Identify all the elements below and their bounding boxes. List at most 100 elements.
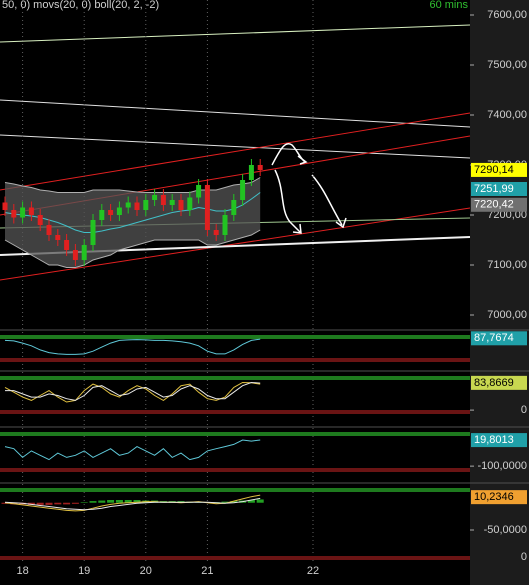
y-tick-label: 0 bbox=[521, 404, 527, 416]
histogram-bar bbox=[71, 502, 79, 504]
trend-line bbox=[0, 134, 471, 159]
bollinger-upper bbox=[4, 177, 261, 193]
zone-upper bbox=[0, 335, 470, 339]
price-marker-label: 7290,14 bbox=[474, 164, 514, 176]
histogram-bar bbox=[247, 500, 255, 503]
price-marker bbox=[471, 490, 527, 505]
zone-upper bbox=[0, 432, 470, 436]
indicator-header: 50, 0) movs(20, 0) boll(20, 2, -2) bbox=[2, 0, 159, 11]
x-tick-label: 19 bbox=[78, 565, 90, 577]
candle-body bbox=[99, 210, 105, 220]
price-marker bbox=[471, 433, 527, 448]
candle-body bbox=[204, 185, 210, 230]
candle-body bbox=[46, 225, 52, 235]
arrow bbox=[271, 143, 308, 166]
y-tick-label: 7200,00 bbox=[487, 209, 527, 221]
zone-lower bbox=[0, 556, 470, 560]
price-marker bbox=[471, 331, 527, 346]
y-tick-label: 7600,00 bbox=[487, 9, 527, 21]
histogram-bar bbox=[98, 500, 106, 503]
histogram-bar bbox=[256, 499, 264, 503]
price-marker bbox=[471, 375, 527, 390]
candle-body bbox=[11, 210, 17, 218]
zone-upper bbox=[0, 488, 470, 492]
zone-lower bbox=[0, 358, 470, 362]
histogram-bar bbox=[115, 500, 123, 503]
indicator-line bbox=[4, 494, 261, 512]
trend-line bbox=[0, 24, 471, 43]
indicator-line bbox=[4, 497, 261, 511]
y-tick-label: 7400,00 bbox=[487, 109, 527, 121]
x-tick-label: 20 bbox=[140, 565, 152, 577]
candle-body bbox=[248, 165, 254, 180]
indicator-line bbox=[4, 338, 261, 355]
price-marker-label: 19,8013 bbox=[474, 434, 514, 446]
candle-body bbox=[196, 185, 202, 198]
candle-body bbox=[37, 215, 43, 225]
histogram-bar bbox=[27, 502, 35, 505]
trend-line bbox=[0, 112, 471, 191]
candle-body bbox=[240, 180, 246, 200]
histogram-bar bbox=[124, 500, 132, 503]
price-marker-label: 87,7674 bbox=[474, 332, 514, 344]
histogram-bar bbox=[1, 502, 9, 504]
x-tick-label: 22 bbox=[307, 565, 319, 577]
price-marker-label: 10,2346 bbox=[474, 491, 514, 503]
histogram-bar bbox=[45, 502, 53, 505]
y-tick-label: 7100,00 bbox=[487, 259, 527, 271]
candle-body bbox=[2, 202, 8, 210]
histogram-bar bbox=[221, 501, 229, 503]
candle-body bbox=[55, 235, 61, 240]
candle-body bbox=[187, 197, 193, 210]
candle-body bbox=[116, 207, 122, 215]
candle-body bbox=[213, 230, 219, 235]
x-tick-label: 21 bbox=[201, 565, 213, 577]
moving-average bbox=[4, 192, 261, 233]
candle-body bbox=[90, 220, 96, 245]
axis-background bbox=[470, 0, 529, 585]
candle-body bbox=[81, 245, 87, 260]
indicator-line bbox=[4, 381, 261, 403]
candle-body bbox=[108, 210, 114, 215]
axis-note: 0 bbox=[521, 551, 527, 563]
histogram-bar bbox=[107, 500, 115, 503]
bollinger-lower bbox=[4, 229, 261, 268]
histogram-bar bbox=[80, 502, 88, 503]
histogram-bar bbox=[36, 502, 44, 505]
candle-body bbox=[169, 200, 175, 205]
candle-body bbox=[257, 165, 263, 170]
histogram-bar bbox=[230, 501, 238, 503]
x-tick-label: 18 bbox=[16, 565, 28, 577]
price-marker bbox=[471, 197, 527, 212]
candle-body bbox=[20, 207, 26, 218]
candle-body bbox=[125, 202, 131, 208]
indicator-line bbox=[4, 439, 261, 461]
y-tick-label: 7000,00 bbox=[487, 309, 527, 321]
y-tick-label: -50,0000 bbox=[484, 524, 527, 536]
indicator-line bbox=[5, 381, 261, 401]
arrow bbox=[311, 174, 347, 229]
candle-body bbox=[28, 207, 34, 215]
interval-label: 60 mins bbox=[429, 0, 468, 11]
histogram-bar bbox=[133, 500, 141, 503]
candle-body bbox=[143, 200, 149, 210]
candle-body bbox=[72, 250, 78, 260]
histogram-bar bbox=[54, 502, 62, 505]
zone-upper bbox=[0, 376, 470, 380]
trend-line bbox=[0, 99, 471, 128]
price-marker-label: 7251,99 bbox=[474, 183, 514, 195]
zone-lower bbox=[0, 468, 470, 472]
arrow bbox=[274, 169, 302, 234]
candle-body bbox=[178, 200, 184, 210]
hand-drawn-arrows bbox=[271, 143, 347, 234]
candle-body bbox=[152, 195, 158, 200]
candle-body bbox=[160, 195, 166, 205]
zone-lower bbox=[0, 410, 470, 414]
candle-body bbox=[64, 240, 70, 250]
candle-body bbox=[222, 215, 228, 235]
price-marker-label: 7220,42 bbox=[474, 199, 514, 211]
y-tick-label: -100,0000 bbox=[477, 460, 527, 472]
y-tick-label: 7500,00 bbox=[487, 59, 527, 71]
